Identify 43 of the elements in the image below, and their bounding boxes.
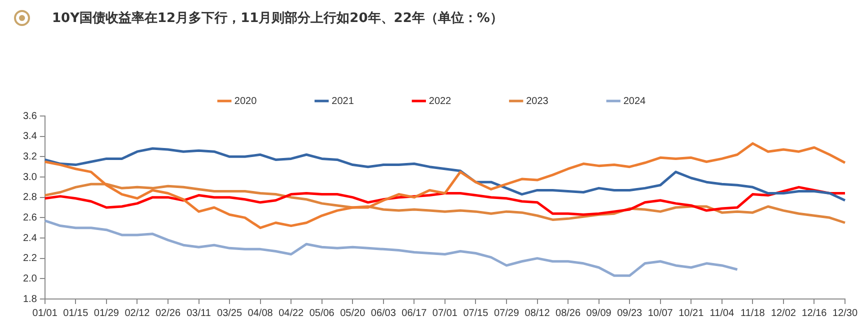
x-tick-label: 12/30 [832,308,858,319]
x-tick-label: 09/23 [617,308,643,319]
x-tick-label: 08/26 [556,308,581,319]
x-tick-label: 10/07 [648,308,674,319]
x-tick-label: 11/18 [740,308,766,319]
x-tick-label: 04/08 [248,308,274,319]
y-tick-label: 2.0 [22,273,38,284]
x-tick-label: 12/02 [770,308,796,319]
x-tick-label: 09/09 [586,308,612,319]
x-tick-label: 08/12 [524,308,550,319]
y-tick-label: 3.6 [22,110,38,122]
x-tick-label: 07/01 [432,308,458,319]
x-tick-label: 03/11 [186,308,212,319]
y-tick-label: 1.8 [22,294,38,305]
x-tick-label: 05/06 [309,308,335,319]
x-tick-label: 03/25 [217,308,242,319]
x-tick-label: 01/29 [94,308,120,319]
legend-label: 2022 [428,96,452,107]
x-tick-label: 06/03 [370,308,396,319]
legend-label: 2021 [332,96,354,107]
x-tick-label: 12/16 [802,308,828,319]
legend-label: 2024 [623,96,646,107]
y-tick-label: 3.4 [22,131,38,142]
x-tick-label: 11/04 [710,308,734,319]
x-tick-label: 01/01 [32,308,58,319]
y-tick-label: 2.8 [22,192,38,204]
x-tick-label: 01/15 [63,308,89,319]
x-tick-label: 06/17 [402,308,428,319]
chart-title: 10Y国债收益率在12月多下行，11月则部分上行如20年、22年（单位：%） [52,10,503,27]
x-tick-label: 02/12 [124,308,150,319]
x-tick-label: 04/22 [278,308,304,319]
x-tick-label: 02/26 [155,308,181,319]
legend-label: 2023 [526,96,549,107]
x-tick-label: 07/15 [463,308,489,319]
x-tick-label: 05/20 [340,308,366,319]
legend-label: 2020 [234,96,258,107]
y-tick-label: 2.6 [22,212,38,224]
y-tick-label: 2.4 [22,232,38,244]
y-tick-label: 2.2 [22,253,38,264]
y-tick-label: 3.2 [22,151,38,162]
x-tick-label: 07/29 [494,308,520,319]
y-tick-label: 3.0 [22,172,38,183]
x-tick-label: 10/21 [678,308,704,319]
